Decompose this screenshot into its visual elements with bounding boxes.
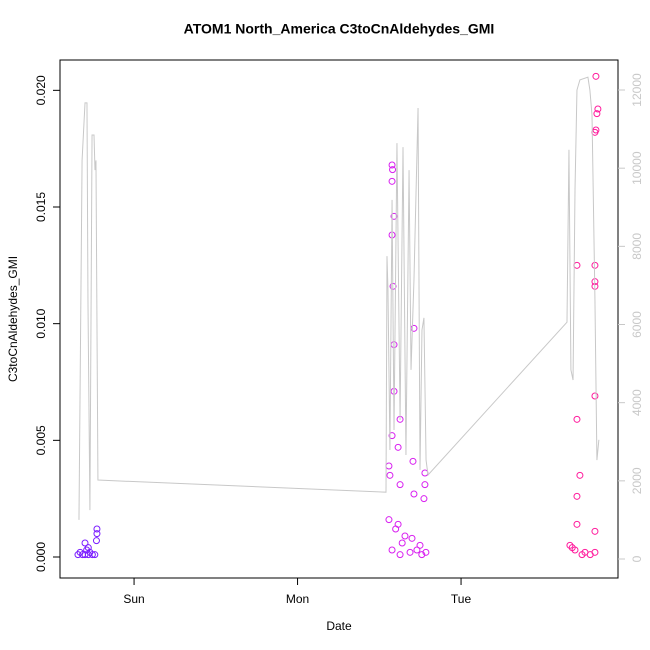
data-point [422,548,430,556]
data-point [401,532,409,540]
y2-tick-label: 10000 [630,151,644,185]
y2-tick-label: 8000 [630,233,644,260]
data-point [396,551,404,559]
data-point [592,72,600,80]
data-point [392,525,400,533]
data-point [408,534,416,542]
data-point [84,544,92,552]
data-point [591,527,599,535]
x-tick-label: Tue [451,592,472,606]
data-point [390,212,398,220]
data-point [573,520,581,528]
x-tick-label: Sun [123,592,144,606]
x-tick-label: Mon [286,592,309,606]
data-point [568,544,576,552]
data-point [591,261,599,269]
y-tick-label: 0.020 [34,75,48,105]
data-point [421,481,429,489]
data-point [388,177,396,185]
y-tick-label: 0.005 [34,425,48,455]
data-point [416,541,424,549]
y2-tick-label: 4000 [630,389,644,416]
data-point [406,548,414,556]
data-point [91,551,99,559]
y-tick-label: 0.010 [34,308,48,338]
altitude-line [78,76,600,520]
data-point [410,490,418,498]
data-point [594,105,602,113]
data-point [389,166,397,174]
data-point [396,481,404,489]
y2-tick-label: 6000 [630,311,644,338]
x-axis-label: Date [326,619,352,633]
data-point [418,551,426,559]
y2-tick-label: 0 [630,555,644,562]
y-axis-label: C3toCnAldehydes_GMI [6,256,20,382]
data-point [92,537,100,545]
data-point [88,551,96,559]
data-point [576,471,584,479]
data-point [591,392,599,400]
data-point [420,495,428,503]
data-point [93,525,101,533]
data-point [593,110,601,118]
data-point [81,539,89,547]
data-point [394,443,402,451]
y-tick-label: 0.015 [34,192,48,222]
y-tick-label: 0.000 [34,542,48,572]
data-point [386,471,394,479]
y2-tick-label: 12000 [630,73,644,107]
data-point [385,516,393,524]
data-point [573,415,581,423]
data-point [388,432,396,440]
data-point [388,546,396,554]
data-point [93,530,101,538]
data-point [74,551,82,559]
data-point [566,541,574,549]
data-point [398,539,406,547]
chart-title: ATOM1 North_America C3toCnAldehydes_GMI [184,21,495,37]
data-point [388,161,396,169]
plot-frame [59,59,619,579]
data-point [413,546,421,554]
data-point [578,551,586,559]
y2-tick-label: 2000 [630,467,644,494]
data-point [409,457,417,465]
data-point [573,492,581,500]
data-point [586,551,594,559]
